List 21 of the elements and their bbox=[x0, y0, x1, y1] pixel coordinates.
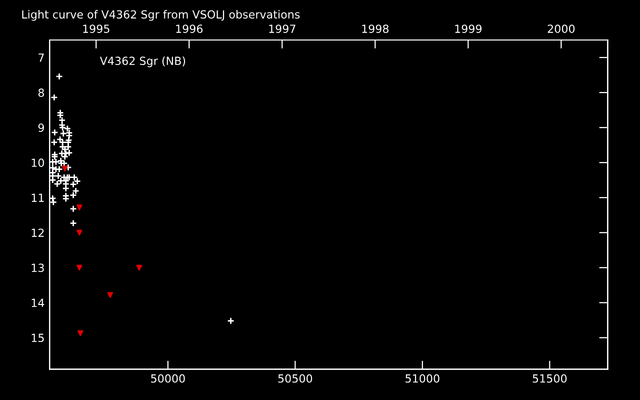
chart-title: Light curve of V4362 Sgr from VSOLJ observations bbox=[22, 10, 300, 21]
y-tick-label: 15 bbox=[32, 334, 44, 342]
x2-tick-label: 1997 bbox=[269, 24, 296, 33]
x-tick-label: 50000 bbox=[151, 374, 185, 383]
x2-tick-label: 1996 bbox=[176, 24, 203, 33]
y-tick-label: 12 bbox=[32, 228, 44, 237]
y-tick-label: 7 bbox=[38, 54, 44, 62]
x2-tick-label: 1995 bbox=[83, 24, 110, 33]
x2-tick-label: 2000 bbox=[548, 24, 575, 33]
x-tick-label: 51500 bbox=[532, 374, 567, 383]
x-tick-label: 50500 bbox=[278, 374, 312, 383]
y-tick-label: 9 bbox=[38, 124, 44, 132]
y-tick-label: 13 bbox=[32, 264, 44, 272]
x-tick-label: 51000 bbox=[406, 374, 440, 383]
y-tick-label: 11 bbox=[32, 194, 44, 202]
x2-tick-label: 1999 bbox=[455, 24, 482, 33]
y-tick-label: 8 bbox=[38, 88, 44, 97]
y-tick-label: 10 bbox=[32, 158, 44, 167]
x2-tick-label: 1998 bbox=[362, 24, 389, 33]
annotation: V4362 Sgr (NB) bbox=[100, 56, 186, 68]
y-tick-label: 14 bbox=[32, 298, 44, 307]
